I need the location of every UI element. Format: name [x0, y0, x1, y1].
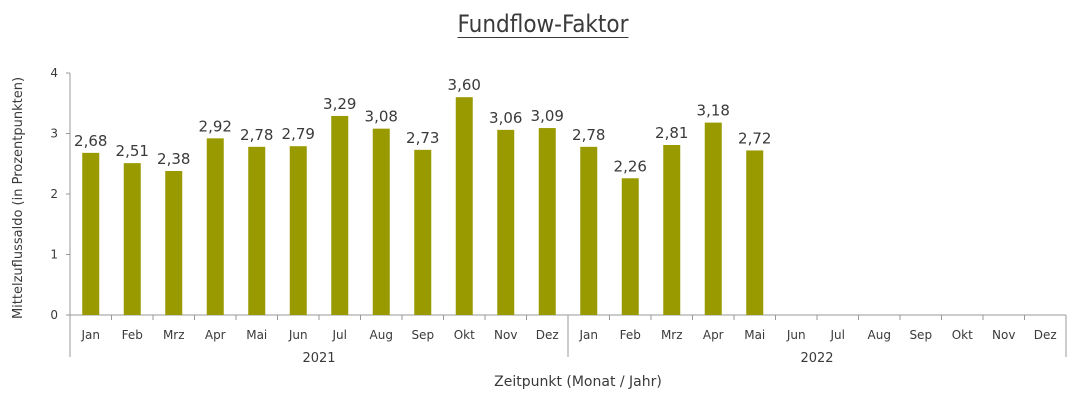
data-label: 2,73 — [406, 129, 439, 147]
x-tick-label: Dez — [536, 328, 559, 342]
x-tick-label: Mrz — [661, 328, 683, 342]
x-tick-label: Dez — [1034, 328, 1057, 342]
data-label: 3,18 — [697, 102, 730, 120]
y-tick-label: 2 — [50, 187, 58, 201]
x-axis-label: Zeitpunkt (Monat / Jahr) — [494, 374, 662, 390]
x-tick-label: Jan — [579, 328, 599, 342]
data-label: 2,79 — [282, 125, 315, 143]
x-tick-label: Jul — [830, 328, 845, 342]
bar — [331, 115, 349, 315]
data-label: 3,60 — [448, 76, 481, 94]
bar — [538, 128, 556, 315]
x-tick-label: Nov — [494, 328, 517, 342]
bar — [82, 152, 100, 315]
data-label: 2,38 — [157, 150, 190, 168]
bar — [580, 146, 598, 315]
x-tick-label: Mai — [744, 328, 765, 342]
x-tick-label: Jun — [288, 328, 308, 342]
bar — [206, 138, 224, 315]
bar — [414, 149, 432, 315]
data-label: 2,68 — [74, 132, 107, 150]
x-tick-label: Jan — [81, 328, 101, 342]
x-tick-label: Jun — [786, 328, 806, 342]
data-label: 2,72 — [738, 129, 771, 147]
x-tick-label: Apr — [205, 328, 226, 342]
data-label: 3,09 — [531, 107, 564, 125]
x-tick-label: Mai — [246, 328, 267, 342]
data-label: 2,78 — [572, 126, 605, 144]
data-label: 3,29 — [323, 95, 356, 113]
y-tick-label: 3 — [50, 127, 58, 141]
data-label: 2,26 — [614, 157, 647, 175]
bar — [704, 122, 722, 315]
bar — [497, 129, 515, 315]
data-label: 2,51 — [116, 142, 149, 160]
year-label: 2022 — [800, 351, 833, 366]
x-tick-label: Sep — [411, 328, 434, 342]
y-tick-label: 1 — [50, 248, 58, 262]
x-tick-label: Apr — [703, 328, 724, 342]
x-tick-label: Okt — [454, 328, 475, 342]
x-tick-label: Aug — [868, 328, 891, 342]
data-label: 2,78 — [240, 126, 273, 144]
bar — [663, 144, 681, 315]
y-tick-label: 4 — [50, 66, 58, 80]
x-tick-label: Feb — [122, 328, 143, 342]
bar — [621, 178, 639, 315]
x-tick-label: Aug — [370, 328, 393, 342]
bar — [248, 146, 266, 315]
data-label: 3,08 — [365, 108, 398, 126]
bar — [289, 146, 307, 315]
data-label: 2,81 — [655, 124, 688, 142]
x-tick-label: Sep — [909, 328, 932, 342]
y-axis-label: Mittelzuflussaldo (in Prozentpunkten) — [11, 77, 26, 319]
year-label: 2021 — [302, 351, 335, 366]
x-tick-label: Feb — [620, 328, 641, 342]
chart-title: Fundflow-Faktor — [457, 10, 629, 38]
bar — [455, 97, 473, 315]
x-tick-label: Okt — [952, 328, 973, 342]
x-tick-label: Mrz — [163, 328, 185, 342]
x-tick-label: Jul — [332, 328, 347, 342]
bar — [746, 150, 764, 315]
x-tick-label: Nov — [992, 328, 1015, 342]
bar — [372, 128, 390, 315]
data-label: 2,92 — [199, 117, 232, 135]
y-tick-label: 0 — [50, 308, 58, 322]
bar — [123, 163, 141, 315]
data-label: 3,06 — [489, 109, 522, 127]
bar — [165, 171, 183, 315]
